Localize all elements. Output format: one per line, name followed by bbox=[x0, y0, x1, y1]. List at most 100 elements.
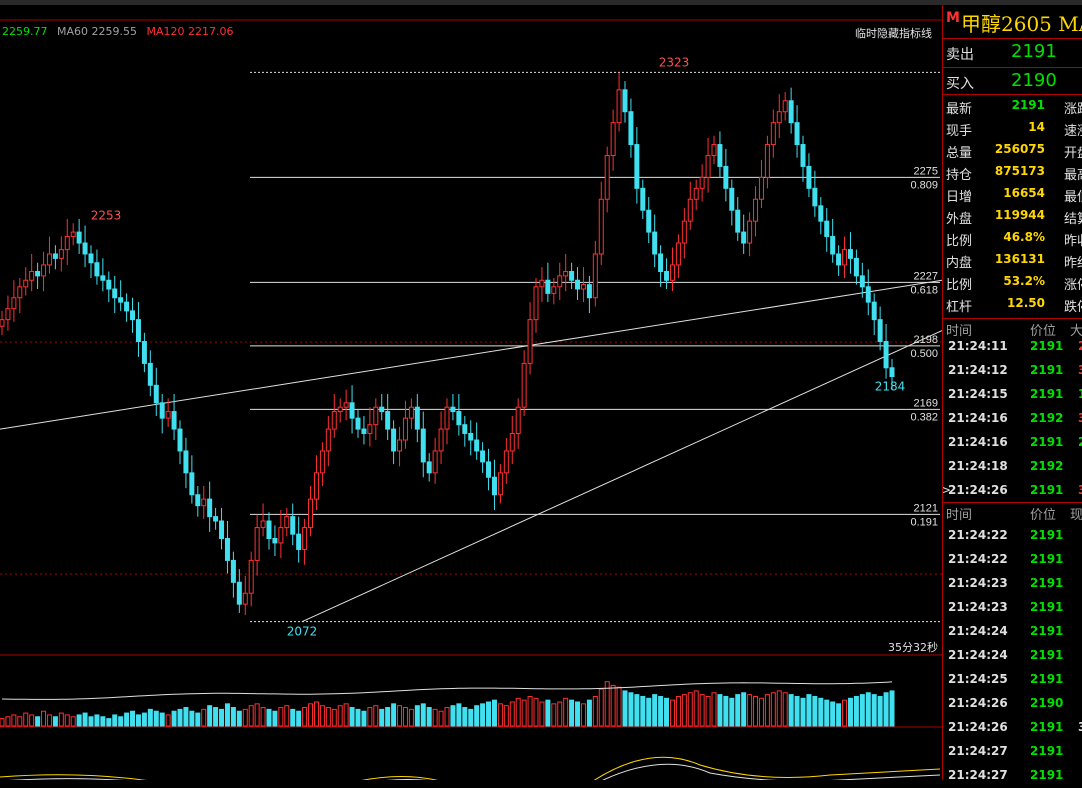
candle-body bbox=[830, 235, 836, 255]
candle-body bbox=[402, 417, 408, 441]
volume-bar bbox=[106, 718, 112, 727]
tick-header-price: 价位 bbox=[1030, 508, 1057, 522]
candle-body bbox=[29, 270, 35, 281]
stat-label: 总量 bbox=[946, 146, 973, 161]
candle-body bbox=[248, 559, 254, 594]
stat-value: 256075 bbox=[994, 142, 1045, 156]
candle-body bbox=[224, 538, 230, 561]
tick-row: 21:24:15 2191 1 bbox=[943, 383, 1082, 407]
tick-header-vol: 现 bbox=[1070, 508, 1082, 522]
candle-body bbox=[254, 527, 260, 561]
volume-bar bbox=[367, 707, 373, 727]
candle-body bbox=[592, 253, 598, 299]
candle-body bbox=[46, 253, 52, 266]
volume-bar bbox=[628, 692, 634, 727]
volume-bar bbox=[331, 708, 337, 727]
candle-body bbox=[758, 176, 764, 200]
candle-body bbox=[230, 559, 236, 583]
candle-body bbox=[883, 341, 889, 369]
volume-bar bbox=[842, 699, 848, 727]
candle-body bbox=[385, 411, 391, 430]
candle-body bbox=[687, 198, 693, 222]
contract-title[interactable]: M 甲醇2605 MA bbox=[943, 8, 1082, 38]
candle-body bbox=[183, 450, 189, 474]
volume-bar bbox=[776, 690, 782, 727]
stat-label-secondary: 结算 bbox=[1064, 212, 1082, 227]
tick-time: 21:24:25 bbox=[948, 672, 1008, 686]
buy-label: 买入 bbox=[946, 76, 974, 92]
ma120-value: MA120 2217.06 bbox=[146, 25, 234, 38]
volume-bar bbox=[64, 714, 70, 727]
candle-body bbox=[705, 154, 711, 178]
volume-bar bbox=[82, 712, 88, 727]
candle-body bbox=[189, 472, 195, 496]
candle-body bbox=[853, 257, 859, 277]
volume-bar bbox=[284, 705, 290, 727]
candle-body bbox=[515, 406, 521, 434]
volume-bar bbox=[545, 699, 551, 727]
tick-time: 21:24:22 bbox=[948, 528, 1008, 542]
volume-bar bbox=[135, 714, 141, 727]
volume-bar bbox=[337, 705, 343, 727]
tick-row: 21:24:22 2191 bbox=[943, 524, 1082, 548]
candle-body bbox=[361, 428, 367, 434]
stat-label: 杠杆 bbox=[946, 300, 973, 315]
volume-bar bbox=[420, 703, 426, 727]
volume-bar bbox=[806, 694, 812, 727]
kline-chart[interactable]: 2275 0.809 2227 0.618 2198 0.500 2169 0.382 2121… bbox=[0, 5, 942, 780]
candle-body bbox=[159, 402, 165, 419]
candle-body bbox=[112, 288, 118, 299]
buy-quote[interactable]: 买入 2190 bbox=[943, 67, 1082, 96]
candle-body bbox=[497, 472, 503, 496]
volume-bar bbox=[355, 708, 361, 727]
candle-body bbox=[598, 198, 604, 255]
tick-time: 21:24:15 bbox=[948, 387, 1008, 401]
volume-bar bbox=[290, 708, 296, 727]
ma-value-current: 2259.77 bbox=[2, 25, 48, 38]
candle-body bbox=[242, 592, 248, 605]
volume-bar bbox=[379, 708, 385, 727]
tick-time: 21:24:16 bbox=[948, 435, 1008, 449]
volume-bar bbox=[397, 705, 403, 727]
candle-body bbox=[213, 516, 219, 522]
candle-body bbox=[207, 498, 213, 518]
candle-body bbox=[681, 220, 687, 244]
hide-indicator-button[interactable]: 临时隐藏指标线 bbox=[855, 27, 932, 40]
volume-bar bbox=[486, 701, 492, 727]
chart-canvas[interactable]: 2275 0.809 2227 0.618 2198 0.500 2169 0.382 2121… bbox=[0, 5, 942, 780]
candle-body bbox=[64, 235, 70, 251]
sell-quote[interactable]: 卖出 2191 bbox=[943, 38, 1082, 67]
candle-body bbox=[669, 264, 675, 281]
volume-bar bbox=[408, 708, 414, 727]
tick-header-vol: 大 bbox=[1070, 324, 1082, 338]
candle-body bbox=[462, 424, 468, 434]
volume-bar bbox=[130, 710, 136, 727]
volume-bar bbox=[480, 703, 486, 727]
candle-body bbox=[177, 428, 183, 452]
candle-body bbox=[545, 279, 551, 294]
volume-bar bbox=[17, 716, 23, 727]
volume-bar bbox=[747, 694, 753, 727]
tick-row: 21:24:11 2191 2 bbox=[943, 335, 1082, 359]
stat-value: 53.2% bbox=[1003, 274, 1045, 288]
candle-body bbox=[147, 362, 153, 386]
contract-name: 甲醇2605 MA bbox=[961, 12, 1082, 36]
volume-bar bbox=[610, 684, 616, 727]
stat-label: 日增 bbox=[946, 190, 973, 205]
candle-body bbox=[741, 231, 747, 244]
tick-time: 21:24:26 bbox=[948, 483, 1008, 497]
volume-bar bbox=[741, 692, 747, 727]
volume-bar bbox=[230, 707, 236, 727]
candle-body bbox=[533, 286, 539, 321]
candle-body bbox=[397, 439, 403, 452]
volume-bar bbox=[242, 708, 248, 727]
candle-body bbox=[699, 176, 705, 189]
candle-body bbox=[290, 516, 296, 535]
quote-panel: M 甲醇2605 MA 卖出 2191 买入 2190 最新2191涨跌现手14… bbox=[942, 5, 1082, 782]
volume-bar bbox=[764, 694, 770, 727]
tick-row: 21:24:18 2192 bbox=[943, 455, 1082, 479]
tick-volume: 3 bbox=[1078, 411, 1082, 425]
candle-body bbox=[278, 527, 284, 544]
candle-body bbox=[135, 319, 141, 343]
tick-price: 2191 bbox=[1030, 339, 1064, 353]
